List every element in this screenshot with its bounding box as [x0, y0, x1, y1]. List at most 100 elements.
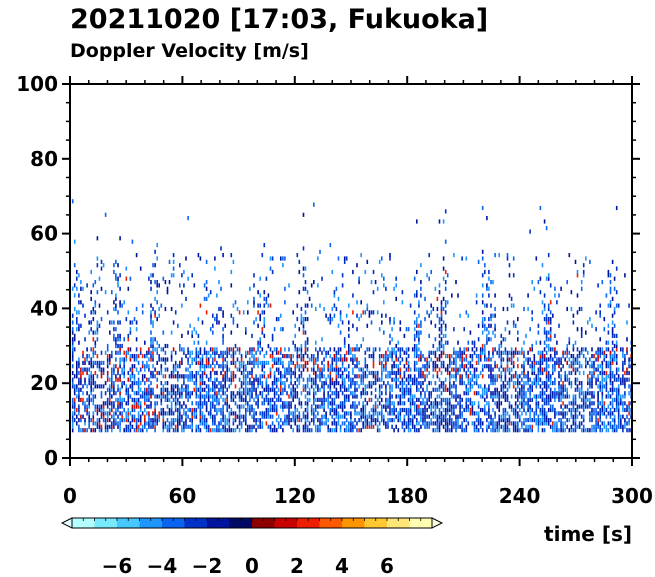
velocity-cell [214, 421, 216, 426]
velocity-cell [424, 411, 426, 416]
velocity-cell [162, 421, 165, 426]
velocity-cell [337, 296, 340, 301]
velocity-cell [304, 387, 307, 392]
velocity-cell [446, 340, 449, 345]
velocity-cell [405, 360, 408, 365]
velocity-cell [440, 364, 443, 369]
velocity-cell [137, 411, 140, 416]
velocity-cell [473, 428, 476, 433]
velocity-cell [574, 370, 577, 376]
velocity-cell [570, 407, 573, 413]
velocity-cell [578, 364, 581, 369]
velocity-cell [605, 407, 608, 413]
velocity-cell [597, 391, 599, 396]
velocity-cell [226, 428, 228, 433]
velocity-cell [609, 303, 612, 308]
velocity-cell [92, 418, 95, 423]
velocity-cell [613, 357, 616, 362]
velocity-cell [187, 424, 189, 429]
velocity-cell [222, 397, 224, 402]
velocity-cell [576, 360, 579, 365]
velocity-cell [172, 411, 175, 416]
velocity-cell [459, 414, 461, 419]
velocity-cell [127, 310, 130, 315]
velocity-cell [127, 350, 130, 355]
velocity-cell [179, 347, 181, 352]
velocity-cell [494, 374, 496, 379]
velocity-cell [230, 397, 233, 402]
velocity-cell [611, 360, 614, 365]
velocity-cell [350, 418, 352, 423]
velocity-cell [197, 404, 200, 409]
velocity-cell [381, 364, 383, 369]
velocity-cell [220, 384, 222, 389]
velocity-cell [335, 407, 338, 413]
velocity-cell [545, 421, 548, 426]
velocity-cell [321, 397, 323, 402]
velocity-cell [605, 377, 608, 382]
velocity-cell [129, 357, 132, 362]
velocity-cell [455, 397, 457, 402]
velocity-cell [374, 421, 377, 426]
velocity-cell [449, 384, 451, 389]
velocity-cell [471, 411, 474, 416]
velocity-cell [226, 421, 228, 426]
velocity-cell [195, 387, 198, 392]
velocity-cell [438, 428, 441, 433]
velocity-cell [397, 347, 400, 352]
velocity-cell [92, 306, 95, 312]
velocity-cell [317, 384, 319, 389]
velocity-cell [418, 340, 420, 345]
velocity-cell [416, 397, 418, 402]
velocity-cell [407, 377, 410, 382]
velocity-cell [125, 317, 128, 322]
velocity-cell [73, 407, 76, 413]
velocity-cell [574, 411, 577, 416]
velocity-cell [554, 391, 556, 396]
velocity-cell [597, 357, 599, 362]
velocity-cell [265, 381, 268, 386]
velocity-cell [341, 360, 344, 365]
velocity-cell [222, 327, 224, 332]
velocity-cell [615, 266, 618, 271]
velocity-cell [376, 370, 379, 376]
velocity-cell [413, 276, 416, 281]
velocity-cell [203, 401, 206, 406]
velocity-cell [465, 357, 468, 362]
velocity-cell [506, 387, 509, 392]
velocity-cell [527, 397, 529, 402]
colorbar-swatch [184, 518, 208, 528]
velocity-cell [523, 364, 525, 369]
velocity-cell [315, 391, 317, 396]
velocity-cell [80, 377, 82, 382]
velocity-cell [543, 384, 546, 389]
velocity-cell [339, 414, 342, 419]
velocity-cell [531, 370, 533, 376]
velocity-cell [308, 377, 311, 382]
velocity-cell [333, 384, 336, 389]
velocity-cell [127, 424, 130, 429]
velocity-cell [313, 360, 315, 365]
velocity-cell [313, 394, 315, 399]
velocity-cell [457, 293, 459, 298]
velocity-cell [144, 381, 146, 386]
velocity-cell [580, 421, 583, 426]
velocity-cell [428, 381, 430, 386]
velocity-cell [488, 357, 490, 362]
velocity-cell [558, 370, 560, 376]
velocity-cell [453, 394, 455, 399]
velocity-cell [500, 387, 503, 392]
velocity-cell [341, 364, 344, 369]
velocity-cell [337, 404, 340, 409]
velocity-cell [615, 387, 618, 392]
velocity-cell [428, 354, 430, 359]
velocity-cell [525, 391, 527, 396]
velocity-cell [416, 404, 418, 409]
velocity-cell [393, 347, 395, 352]
velocity-cell [615, 360, 618, 365]
velocity-cell [179, 404, 181, 409]
velocity-cell [199, 360, 202, 365]
velocity-cell [393, 320, 395, 325]
velocity-cell [512, 273, 515, 278]
velocity-cell [568, 337, 571, 342]
